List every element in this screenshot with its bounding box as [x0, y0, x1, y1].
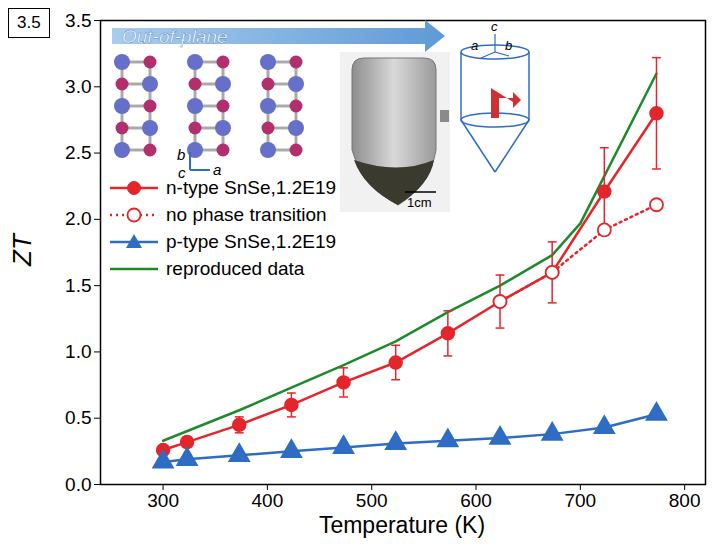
svg-text:3.5: 3.5: [65, 10, 91, 31]
html-text:reproduced data: reproduced data: [166, 258, 305, 279]
svg-text:1cm: 1cm: [407, 195, 432, 210]
svg-text:400: 400: [252, 490, 284, 511]
svg-text:2.5: 2.5: [65, 142, 91, 163]
svg-text:3.0: 3.0: [65, 76, 91, 97]
svg-text:2.0: 2.0: [65, 208, 91, 229]
svg-text:a: a: [471, 38, 478, 53]
svg-text:600: 600: [460, 490, 492, 511]
svg-text:0.5: 0.5: [65, 407, 91, 428]
html-text:p-type SnSe,1.2E19: p-type SnSe,1.2E19: [166, 231, 337, 252]
svg-text:1.0: 1.0: [65, 341, 91, 362]
html-text:ZT: ZT: [6, 234, 37, 266]
svg-text:1.5: 1.5: [65, 275, 91, 296]
svg-text:b: b: [505, 38, 512, 53]
svg-text:c: c: [491, 19, 498, 34]
html-text:Temperature (K): Temperature (K): [318, 512, 486, 538]
svg-text:Out-of-plane: Out-of-plane: [122, 26, 228, 47]
svg-text:500: 500: [356, 490, 388, 511]
html-text:3.5: 3.5: [17, 13, 41, 32]
svg-text:c: c: [178, 164, 186, 181]
svg-text:0.0: 0.0: [65, 474, 91, 495]
html-text:no phase transition: no phase transition: [166, 204, 327, 225]
svg-text:800: 800: [669, 490, 701, 511]
svg-text:700: 700: [564, 490, 596, 511]
svg-text:b: b: [177, 146, 185, 163]
html-text:n-type SnSe,1.2E19: n-type SnSe,1.2E19: [166, 177, 337, 198]
svg-text:a: a: [213, 161, 221, 178]
svg-text:300: 300: [147, 490, 179, 511]
